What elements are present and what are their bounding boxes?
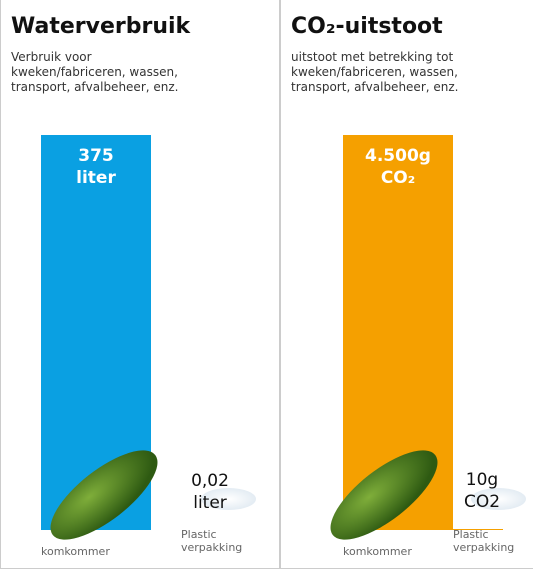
- value-label: 375 liter: [56, 145, 136, 189]
- category-label: Plastic verpakking: [453, 528, 533, 554]
- value-label: 4.500g CO₂: [358, 145, 438, 189]
- category-label: komkommer: [41, 545, 151, 558]
- value-label: 10g CO2: [453, 469, 511, 513]
- co2-panel: CO₂-uitstoot uitstoot met betrekking tot …: [280, 0, 533, 569]
- category-label: Plastic verpakking: [181, 528, 261, 554]
- category-label: komkommer: [343, 545, 453, 558]
- water-panel: Waterverbruik Verbruik voor kweken/fabric…: [0, 0, 280, 569]
- page: Waterverbruik Verbruik voor kweken/fabric…: [0, 0, 533, 571]
- value-label: 0,02 liter: [181, 470, 239, 514]
- chart-title: Waterverbruik: [11, 14, 190, 39]
- chart-title: CO₂-uitstoot: [291, 14, 443, 39]
- chart-subtitle: uitstoot met betrekking tot kweken/fabri…: [291, 50, 466, 95]
- chart-subtitle: Verbruik voor kweken/fabriceren, wassen,…: [11, 50, 186, 95]
